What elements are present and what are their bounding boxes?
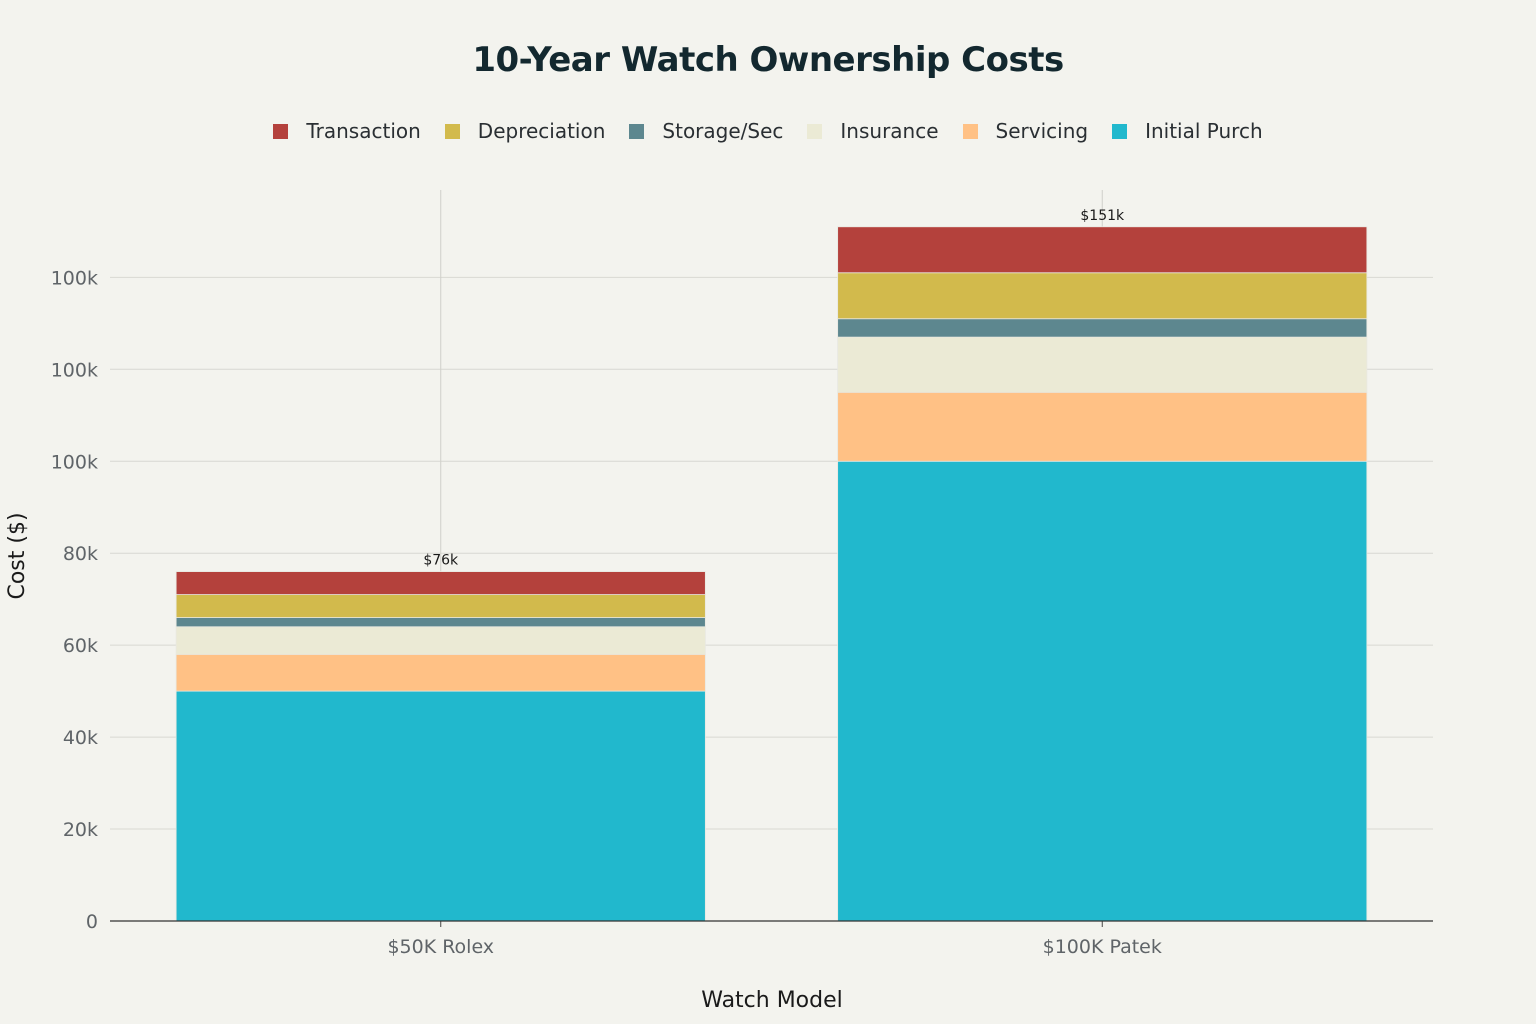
- bar-segment-storage-sec: [837, 318, 1368, 338]
- legend-swatch: [273, 123, 289, 139]
- legend-swatch: [807, 123, 823, 139]
- bar-segment-insurance: [175, 626, 706, 655]
- bar-segment-insurance: [837, 336, 1368, 393]
- bar-segment-initial-purch: [175, 690, 706, 922]
- bar-segment-depreciation: [175, 594, 706, 618]
- total-label: $76k: [423, 553, 459, 569]
- bar-segment-initial-purch: [837, 460, 1368, 922]
- legend-label: Storage/Sec: [662, 119, 784, 143]
- legend-label: Depreciation: [477, 119, 606, 143]
- chart-title: 10-Year Watch Ownership Costs: [472, 40, 1064, 80]
- y-tick-label: 40k: [63, 727, 98, 749]
- legend-item[interactable]: Initial Purch: [1112, 119, 1263, 143]
- bar-segment-storage-sec: [175, 617, 706, 628]
- legend-item[interactable]: Storage/Sec: [629, 119, 783, 143]
- legend-item[interactable]: Depreciation: [444, 119, 606, 143]
- legend-label: Transaction: [306, 119, 421, 143]
- legend-swatch: [962, 123, 978, 139]
- y-tick-label: 100k: [51, 359, 98, 381]
- legend-label: Servicing: [995, 119, 1089, 143]
- bar-segment-depreciation: [837, 272, 1368, 320]
- legend-item[interactable]: Transaction: [273, 119, 421, 143]
- y-axis-title: Cost ($): [5, 512, 30, 599]
- bar-segment-transaction: [837, 226, 1368, 274]
- y-tick-label: 0: [86, 911, 98, 933]
- legend-swatch: [1112, 123, 1128, 139]
- x-tick-label: $100K Patek: [1043, 936, 1162, 958]
- legend-swatch: [444, 123, 460, 139]
- y-tick-label: 100k: [51, 451, 98, 473]
- x-tick-label: $50K Rolex: [387, 936, 494, 958]
- bar-segment-transaction: [175, 571, 706, 595]
- legend-item[interactable]: Insurance: [807, 119, 939, 143]
- y-tick-label: 80k: [63, 543, 98, 565]
- y-tick-label: 60k: [63, 635, 98, 657]
- legend-item[interactable]: Servicing: [962, 119, 1089, 143]
- x-axis-title: Watch Model: [701, 988, 843, 1013]
- y-tick-label: 20k: [63, 819, 98, 841]
- legend-label: Insurance: [840, 119, 939, 143]
- total-label: $151k: [1080, 208, 1125, 224]
- y-tick-label: 100k: [51, 267, 98, 289]
- bar-segment-servicing: [175, 653, 706, 692]
- legend: Transaction Depreciation Storage/Sec Insura…: [0, 119, 1536, 143]
- legend-label: Initial Purch: [1145, 119, 1263, 143]
- legend-swatch: [629, 123, 645, 139]
- bar-segment-servicing: [837, 391, 1368, 462]
